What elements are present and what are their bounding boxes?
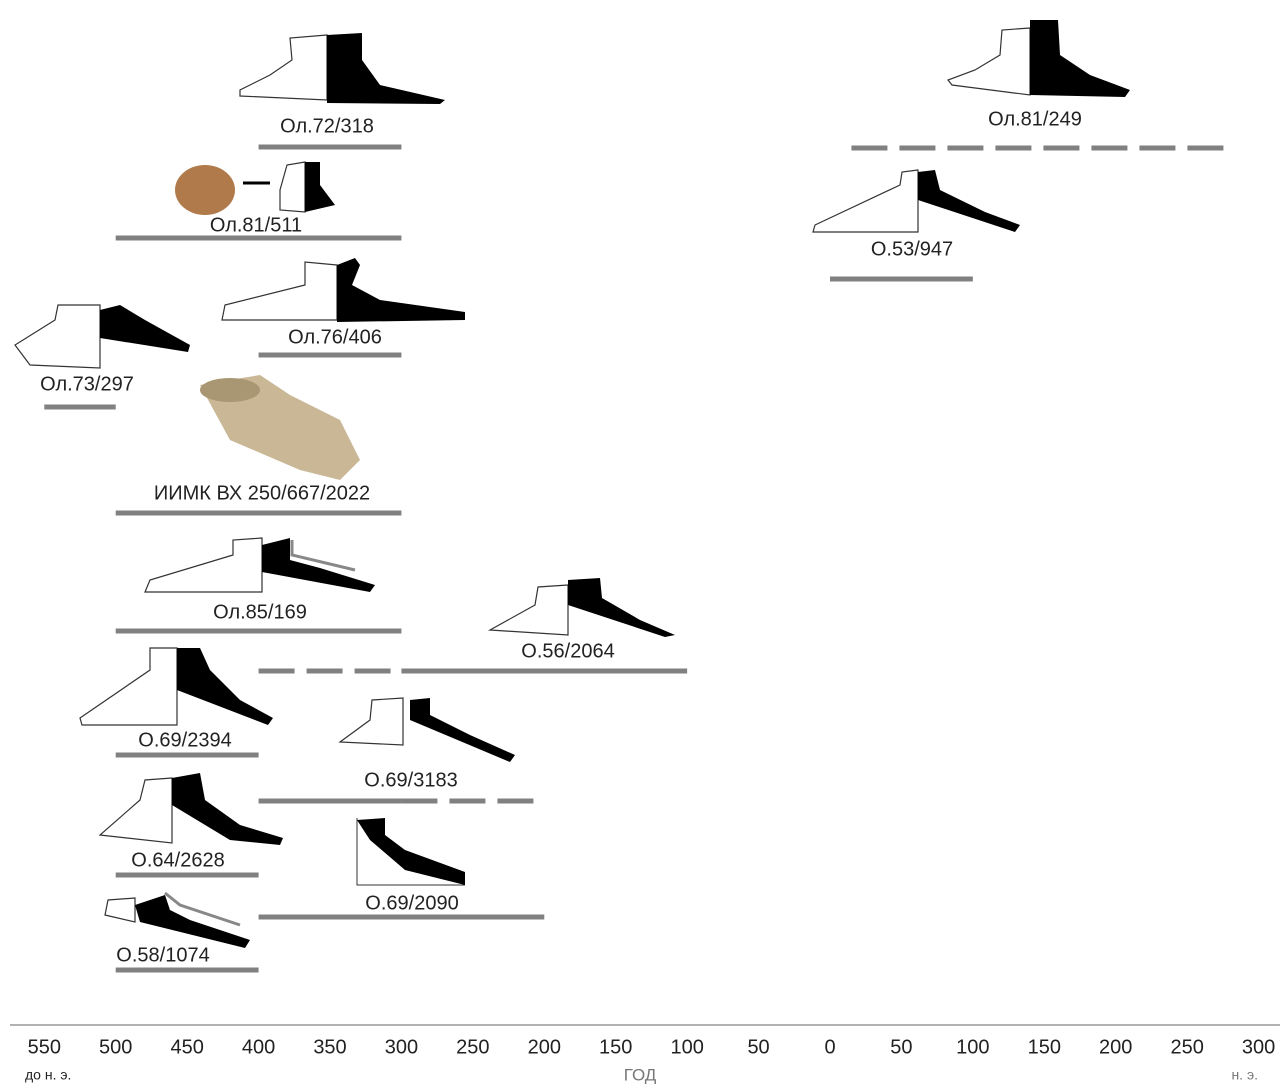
- x-label-right: н. э.: [1231, 1067, 1258, 1083]
- x-tick-label: 50: [747, 1036, 769, 1058]
- item-label: Ол.81/511: [210, 214, 302, 236]
- x-tick-label: 400: [242, 1036, 275, 1058]
- x-tick-label: 150: [599, 1036, 632, 1058]
- item-label: ИИМК ВХ 250/667/2022: [154, 482, 370, 504]
- item-label: О.64/2628: [131, 849, 224, 871]
- x-label-left: до н. э.: [25, 1067, 71, 1083]
- item-label: О.69/2394: [138, 729, 231, 751]
- item-label: О.69/3183: [364, 769, 457, 791]
- page: до н. э. ГОД н. э. 550500450400350300250…: [0, 0, 1285, 1086]
- x-tick-label: 300: [385, 1036, 418, 1058]
- item-label: О.69/2090: [365, 892, 458, 914]
- x-tick-label: 350: [313, 1036, 346, 1058]
- x-tick-label: 300: [1242, 1036, 1275, 1058]
- x-label: ГОД: [624, 1065, 657, 1084]
- item-label: Ол.72/318: [280, 115, 374, 137]
- item-label: О.56/2064: [521, 640, 614, 662]
- item-label: О.53/947: [871, 238, 953, 260]
- chart: до н. э. ГОД н. э. 550500450400350300250…: [0, 0, 1285, 1086]
- x-tick-label: 250: [1170, 1036, 1203, 1058]
- item-label: О.58/1074: [116, 944, 209, 966]
- x-tick-label: 0: [824, 1036, 835, 1058]
- x-tick-label: 200: [528, 1036, 561, 1058]
- x-tick-label: 100: [956, 1036, 989, 1058]
- x-tick-label: 100: [670, 1036, 703, 1058]
- x-tick-label: 150: [1028, 1036, 1061, 1058]
- x-tick-label: 200: [1099, 1036, 1132, 1058]
- x-tick-label: 450: [170, 1036, 203, 1058]
- x-tick-label: 250: [456, 1036, 489, 1058]
- item-label: Ол.81/249: [988, 108, 1082, 130]
- item-label: Ол.76/406: [288, 326, 382, 348]
- x-tick-label: 550: [28, 1036, 61, 1058]
- x-tick-label: 500: [99, 1036, 132, 1058]
- item-label: Ол.73/297: [40, 373, 134, 395]
- item-label: Ол.85/169: [213, 601, 307, 623]
- x-tick-label: 50: [890, 1036, 912, 1058]
